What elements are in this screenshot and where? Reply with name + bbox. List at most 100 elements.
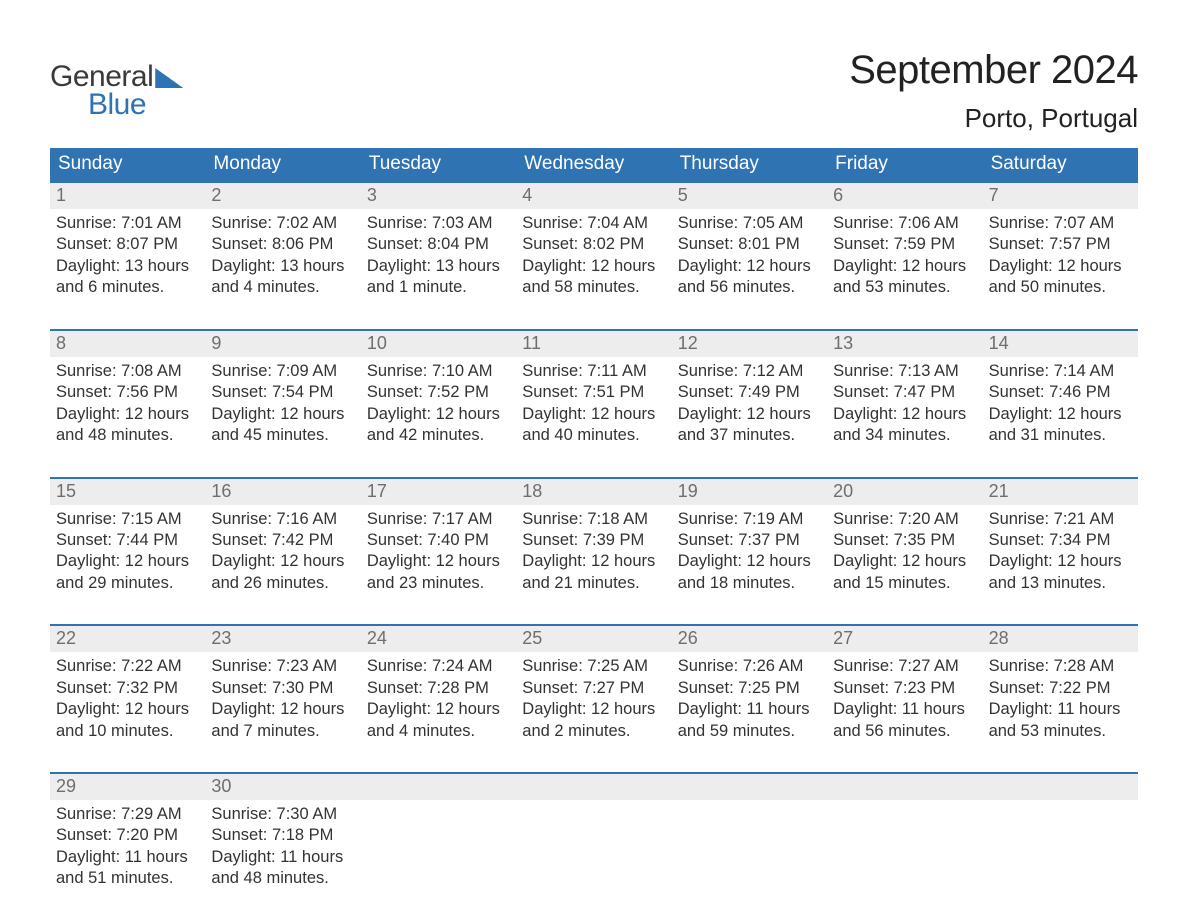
sunrise-line: Sunrise: 7:08 AM (56, 361, 199, 382)
sunset-line: Sunset: 7:46 PM (989, 382, 1132, 403)
day-number: 10 (361, 331, 516, 357)
sunset-line: Sunset: 7:59 PM (833, 234, 976, 255)
daylight-line: and 59 minutes. (678, 721, 821, 742)
day-cell: Sunrise: 7:19 AMSunset: 7:37 PMDaylight:… (672, 505, 827, 613)
day-cell: Sunrise: 7:02 AMSunset: 8:06 PMDaylight:… (205, 209, 360, 317)
sunrise-line: Sunrise: 7:06 AM (833, 213, 976, 234)
day-number: 14 (983, 331, 1138, 357)
daylight-line: Daylight: 11 hours (989, 699, 1132, 720)
day-cell: Sunrise: 7:24 AMSunset: 7:28 PMDaylight:… (361, 652, 516, 760)
day-cell: Sunrise: 7:14 AMSunset: 7:46 PMDaylight:… (983, 357, 1138, 465)
daylight-line: Daylight: 12 hours (678, 256, 821, 277)
daylight-line: and 53 minutes. (989, 721, 1132, 742)
daylight-line: Daylight: 13 hours (56, 256, 199, 277)
calendar: Sunday Monday Tuesday Wednesday Thursday… (50, 148, 1138, 908)
day-number-row: 1234567 (50, 183, 1138, 209)
weekday-label: Sunday (50, 148, 205, 181)
daylight-line: Daylight: 11 hours (211, 847, 354, 868)
sunrise-line: Sunrise: 7:01 AM (56, 213, 199, 234)
weekday-header-row: Sunday Monday Tuesday Wednesday Thursday… (50, 148, 1138, 181)
day-number: 20 (827, 479, 982, 505)
daylight-line: and 42 minutes. (367, 425, 510, 446)
daylight-line: and 13 minutes. (989, 573, 1132, 594)
day-cell (672, 800, 827, 908)
sunset-line: Sunset: 7:25 PM (678, 678, 821, 699)
day-cell: Sunrise: 7:16 AMSunset: 7:42 PMDaylight:… (205, 505, 360, 613)
sunrise-line: Sunrise: 7:07 AM (989, 213, 1132, 234)
day-number: 16 (205, 479, 360, 505)
sunrise-line: Sunrise: 7:26 AM (678, 656, 821, 677)
day-number: 6 (827, 183, 982, 209)
week-row: 15161718192021Sunrise: 7:15 AMSunset: 7:… (50, 477, 1138, 613)
sunset-line: Sunset: 7:49 PM (678, 382, 821, 403)
sunset-line: Sunset: 7:30 PM (211, 678, 354, 699)
day-cell (361, 800, 516, 908)
sunset-line: Sunset: 8:06 PM (211, 234, 354, 255)
daylight-line: Daylight: 12 hours (211, 699, 354, 720)
daylight-line: and 40 minutes. (522, 425, 665, 446)
day-cell: Sunrise: 7:04 AMSunset: 8:02 PMDaylight:… (516, 209, 671, 317)
weekday-label: Wednesday (516, 148, 671, 181)
daylight-line: and 48 minutes. (211, 868, 354, 889)
daylight-line: and 31 minutes. (989, 425, 1132, 446)
sunset-line: Sunset: 7:37 PM (678, 530, 821, 551)
sunset-line: Sunset: 7:56 PM (56, 382, 199, 403)
daylight-line: Daylight: 12 hours (522, 256, 665, 277)
daylight-line: and 34 minutes. (833, 425, 976, 446)
daylight-line: Daylight: 13 hours (367, 256, 510, 277)
day-cell: Sunrise: 7:10 AMSunset: 7:52 PMDaylight:… (361, 357, 516, 465)
sunrise-line: Sunrise: 7:22 AM (56, 656, 199, 677)
daylight-line: and 2 minutes. (522, 721, 665, 742)
day-number: 7 (983, 183, 1138, 209)
day-cell: Sunrise: 7:23 AMSunset: 7:30 PMDaylight:… (205, 652, 360, 760)
day-number: 26 (672, 626, 827, 652)
sunrise-line: Sunrise: 7:29 AM (56, 804, 199, 825)
daylight-line: Daylight: 12 hours (989, 551, 1132, 572)
day-cell: Sunrise: 7:17 AMSunset: 7:40 PMDaylight:… (361, 505, 516, 613)
sunset-line: Sunset: 8:02 PM (522, 234, 665, 255)
day-number: 25 (516, 626, 671, 652)
sunset-line: Sunset: 7:40 PM (367, 530, 510, 551)
day-number: 22 (50, 626, 205, 652)
day-number: 5 (672, 183, 827, 209)
weekday-label: Monday (205, 148, 360, 181)
daylight-line: and 23 minutes. (367, 573, 510, 594)
sunset-line: Sunset: 7:20 PM (56, 825, 199, 846)
daylight-line: Daylight: 11 hours (56, 847, 199, 868)
sunrise-line: Sunrise: 7:09 AM (211, 361, 354, 382)
daylight-line: and 18 minutes. (678, 573, 821, 594)
sunrise-line: Sunrise: 7:19 AM (678, 509, 821, 530)
day-number: 11 (516, 331, 671, 357)
daylight-line: and 48 minutes. (56, 425, 199, 446)
daylight-line: and 21 minutes. (522, 573, 665, 594)
daylight-line: and 51 minutes. (56, 868, 199, 889)
daylight-line: Daylight: 12 hours (522, 699, 665, 720)
day-cell: Sunrise: 7:13 AMSunset: 7:47 PMDaylight:… (827, 357, 982, 465)
day-cell: Sunrise: 7:03 AMSunset: 8:04 PMDaylight:… (361, 209, 516, 317)
day-cell: Sunrise: 7:29 AMSunset: 7:20 PMDaylight:… (50, 800, 205, 908)
day-number: 17 (361, 479, 516, 505)
sunrise-line: Sunrise: 7:14 AM (989, 361, 1132, 382)
daylight-line: Daylight: 12 hours (211, 551, 354, 572)
daylight-line: and 7 minutes. (211, 721, 354, 742)
day-number: 12 (672, 331, 827, 357)
day-cell: Sunrise: 7:20 AMSunset: 7:35 PMDaylight:… (827, 505, 982, 613)
daylight-line: Daylight: 12 hours (522, 404, 665, 425)
weekday-label: Tuesday (361, 148, 516, 181)
sunset-line: Sunset: 7:35 PM (833, 530, 976, 551)
daylight-line: Daylight: 11 hours (833, 699, 976, 720)
daylight-line: Daylight: 11 hours (678, 699, 821, 720)
day-cell: Sunrise: 7:27 AMSunset: 7:23 PMDaylight:… (827, 652, 982, 760)
sunset-line: Sunset: 8:04 PM (367, 234, 510, 255)
day-number: 9 (205, 331, 360, 357)
flag-icon (155, 68, 183, 88)
day-number: 4 (516, 183, 671, 209)
sunrise-line: Sunrise: 7:18 AM (522, 509, 665, 530)
sunrise-line: Sunrise: 7:20 AM (833, 509, 976, 530)
day-cell: Sunrise: 7:11 AMSunset: 7:51 PMDaylight:… (516, 357, 671, 465)
sunset-line: Sunset: 7:18 PM (211, 825, 354, 846)
day-cell: Sunrise: 7:28 AMSunset: 7:22 PMDaylight:… (983, 652, 1138, 760)
sunset-line: Sunset: 7:23 PM (833, 678, 976, 699)
day-cell: Sunrise: 7:05 AMSunset: 8:01 PMDaylight:… (672, 209, 827, 317)
sunset-line: Sunset: 7:47 PM (833, 382, 976, 403)
